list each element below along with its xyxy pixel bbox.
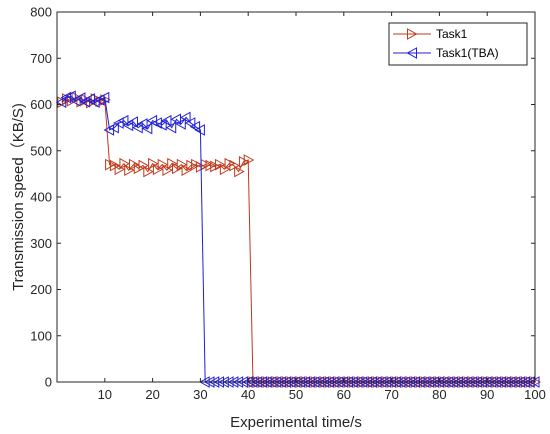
x-tick-label: 100 bbox=[524, 387, 546, 402]
data-point bbox=[84, 93, 95, 105]
data-point bbox=[165, 121, 177, 134]
y-tick-label: 200 bbox=[30, 282, 52, 297]
data-point bbox=[65, 90, 76, 103]
data-point bbox=[234, 165, 245, 178]
data-point bbox=[170, 113, 181, 126]
data-point bbox=[243, 154, 255, 166]
data-point bbox=[60, 91, 72, 104]
data-point bbox=[137, 118, 148, 130]
data-point bbox=[175, 118, 186, 130]
data-point bbox=[55, 96, 67, 109]
x-axis-title: Experimental time/s bbox=[230, 414, 362, 431]
data-point bbox=[98, 91, 110, 104]
data-point bbox=[156, 119, 167, 131]
y-tick-label: 500 bbox=[30, 143, 52, 158]
x-tick-label: 80 bbox=[432, 387, 446, 402]
y-tick-label: 400 bbox=[30, 190, 52, 205]
x-tick-label: 90 bbox=[480, 387, 494, 402]
x-tick-label: 30 bbox=[193, 387, 207, 402]
data-point bbox=[108, 121, 119, 134]
data-point bbox=[184, 117, 196, 129]
legend-label-task1: Task1 bbox=[436, 27, 468, 41]
x-tick-label: 40 bbox=[241, 387, 255, 402]
data-point bbox=[127, 116, 138, 128]
y-tick-label: 0 bbox=[45, 375, 52, 390]
data-point bbox=[194, 124, 205, 136]
x-tick-label: 20 bbox=[145, 387, 159, 402]
data-point bbox=[189, 120, 201, 133]
y-axis-title: Transmission speed（KB/S) bbox=[10, 103, 27, 291]
plot-area bbox=[57, 12, 535, 382]
legend-marker-task1 bbox=[407, 28, 418, 40]
data-point bbox=[74, 92, 86, 104]
data-point bbox=[132, 121, 143, 134]
data-point bbox=[180, 111, 191, 124]
x-tick-label: 60 bbox=[337, 387, 351, 402]
legend-box bbox=[388, 22, 528, 66]
y-tick-label: 800 bbox=[30, 5, 52, 20]
y-tick-label: 100 bbox=[30, 328, 52, 343]
data-point bbox=[122, 119, 134, 132]
legend-marker-task1-tba bbox=[406, 47, 417, 59]
x-tick-label: 50 bbox=[289, 387, 303, 402]
y-tick-label: 600 bbox=[30, 97, 52, 112]
y-tick-label: 300 bbox=[30, 236, 52, 251]
x-tick-label: 70 bbox=[384, 387, 398, 402]
y-tick-label: 700 bbox=[30, 51, 52, 66]
data-point bbox=[117, 114, 129, 127]
legend: Task1 Task1(TBA) bbox=[388, 22, 528, 66]
x-tick-label: 10 bbox=[98, 387, 112, 402]
data-point bbox=[141, 122, 153, 135]
ticks-layer: 10 20 30 40 50 60 70 80 90 100 0 100 200 300 400 500 600… bbox=[30, 5, 546, 403]
data-point bbox=[160, 114, 172, 127]
legend-label-task1-tba: Task1(TBA) bbox=[436, 46, 499, 60]
